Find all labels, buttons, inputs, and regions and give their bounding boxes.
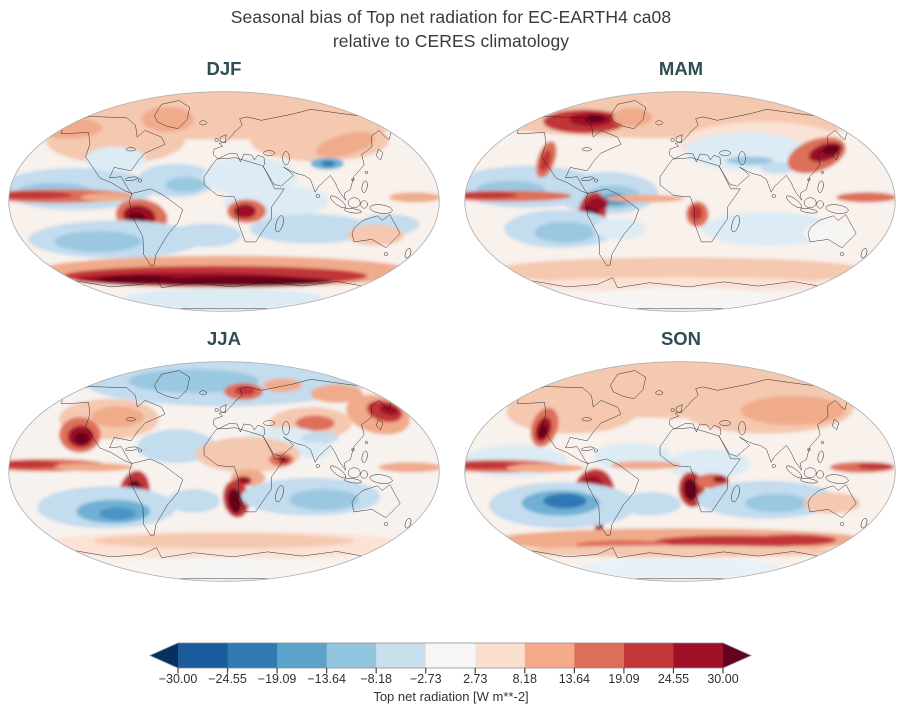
map-son [464, 361, 896, 582]
panel-title-jja: JJA [207, 328, 241, 349]
figure-title-line1: Seasonal bias of Top net radiation for E… [230, 7, 672, 27]
colorbar-tick: −30.00 [158, 672, 198, 686]
colorbar-tick: −19.09 [257, 672, 297, 686]
map-djf [8, 91, 440, 312]
colorbar-tick: 13.64 [558, 672, 590, 686]
colorbar-tick-labels: −30.00 −24.55 −19.09 −13.64 −8.18 −2.73 2.73 8.… [148, 672, 754, 688]
panel-title-djf: DJF [206, 58, 242, 79]
map-outline [8, 361, 440, 582]
map-mam [464, 91, 896, 312]
map-outline [8, 91, 440, 312]
colorbar-tick: 30.00 [707, 672, 739, 686]
colorbar-tick: −8.18 [360, 672, 392, 686]
panel-title-mam: MAM [658, 58, 704, 79]
colorbar [149, 642, 752, 674]
colorbar-tick: 24.55 [657, 672, 690, 686]
figure-title: Seasonal bias of Top net radiation for E… [0, 5, 902, 53]
colorbar-tick: −13.64 [307, 672, 346, 686]
map-outline [464, 91, 896, 312]
colorbar-tick: −24.55 [208, 672, 247, 686]
colorbar-label: Top net radiation [W m**-2] [373, 689, 529, 704]
colorbar-tick: 2.73 [463, 672, 488, 686]
map-jja [8, 361, 440, 582]
map-outline [464, 361, 896, 582]
colorbar-tick: 19.09 [608, 672, 640, 686]
colorbar-tick: 8.18 [512, 672, 537, 686]
figure-title-line2: relative to CERES climatology [332, 31, 570, 51]
colorbar-tick: −2.73 [409, 672, 442, 686]
panel-title-son: SON [660, 328, 702, 349]
